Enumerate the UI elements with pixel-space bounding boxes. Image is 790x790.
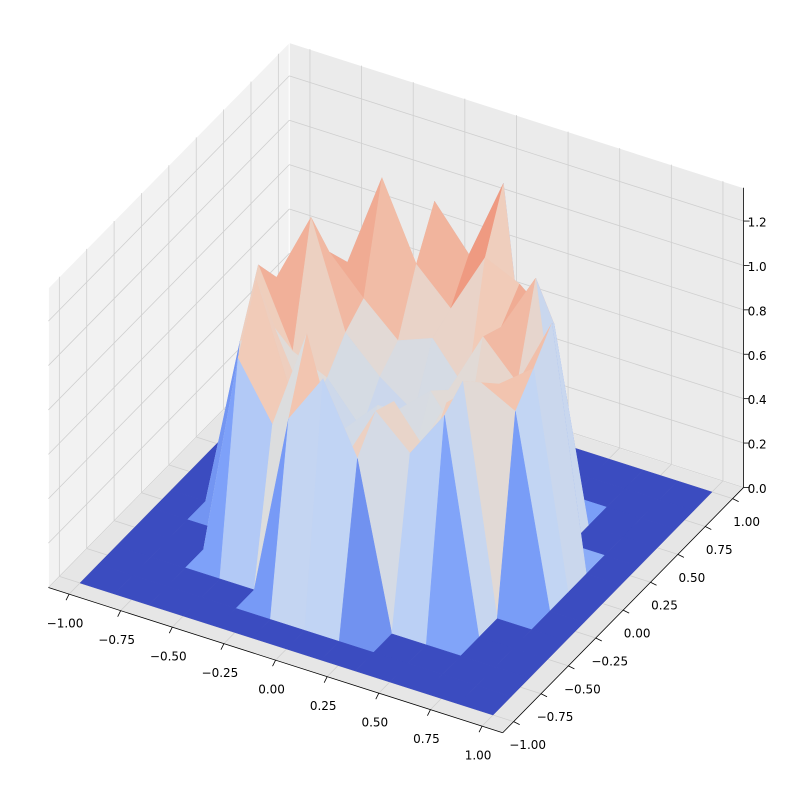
z-tick-label: 0.6 bbox=[748, 349, 767, 363]
tick-mark bbox=[323, 676, 328, 683]
tick-mark bbox=[272, 659, 276, 667]
x-tick-label: −0.25 bbox=[202, 666, 239, 680]
grid-line bbox=[48, 119, 290, 366]
tick-mark bbox=[677, 553, 685, 558]
tick-mark bbox=[705, 526, 712, 530]
x-tick-label: 0.75 bbox=[413, 732, 440, 746]
tick-mark bbox=[427, 709, 431, 716]
tick-mark bbox=[595, 637, 602, 642]
z-tick-label: 0.8 bbox=[748, 304, 767, 318]
x-tick-label: 0.25 bbox=[310, 699, 337, 713]
grid-line bbox=[48, 208, 290, 455]
x-axis-line bbox=[48, 587, 503, 734]
y-tick-label: 0.50 bbox=[679, 571, 706, 585]
tick-mark bbox=[117, 610, 122, 617]
surface-patch bbox=[458, 685, 512, 716]
y-tick-label: −0.50 bbox=[564, 682, 601, 696]
tick-mark bbox=[168, 626, 173, 634]
tick-mark bbox=[650, 581, 657, 586]
tick-mark bbox=[220, 643, 225, 650]
y-tick-label: 0.00 bbox=[624, 627, 651, 641]
y-tick-label: −1.00 bbox=[509, 738, 546, 752]
grid-line bbox=[48, 164, 290, 411]
tick-mark bbox=[622, 609, 630, 614]
x-tick-label: 1.00 bbox=[465, 749, 492, 763]
grid-line bbox=[289, 119, 744, 266]
tick-mark bbox=[732, 498, 739, 502]
z-tick-label: 1.0 bbox=[748, 260, 767, 274]
x-tick-label: −1.00 bbox=[47, 617, 84, 631]
y-tick-label: 0.75 bbox=[706, 543, 733, 557]
tick-mark bbox=[478, 725, 483, 733]
tick-mark bbox=[65, 593, 70, 601]
x-tick-label: −0.75 bbox=[98, 633, 135, 647]
x-tick-label: 0.00 bbox=[258, 683, 285, 697]
z-tick-label: 0.4 bbox=[748, 393, 767, 407]
x-tick-label: −0.50 bbox=[150, 650, 187, 664]
x-tick-label: 0.50 bbox=[361, 716, 388, 730]
grid-line bbox=[289, 164, 744, 311]
y-tick-label: 1.00 bbox=[733, 515, 760, 529]
y-tick-label: 0.25 bbox=[651, 599, 678, 613]
y-axis-line bbox=[502, 487, 744, 734]
tick-mark bbox=[375, 692, 380, 700]
y-tick-label: −0.75 bbox=[537, 710, 574, 724]
grid-line bbox=[48, 253, 290, 500]
tick-mark bbox=[540, 693, 548, 698]
z-tick-label: 1.2 bbox=[748, 216, 767, 230]
z-tick-label: 0.0 bbox=[748, 482, 767, 496]
tick-mark bbox=[568, 665, 575, 670]
y-tick-label: −0.25 bbox=[591, 654, 628, 668]
grid-line bbox=[48, 75, 290, 322]
grid-line bbox=[289, 75, 744, 222]
tick-mark bbox=[513, 721, 520, 725]
z-tick-label: 0.2 bbox=[748, 438, 767, 452]
